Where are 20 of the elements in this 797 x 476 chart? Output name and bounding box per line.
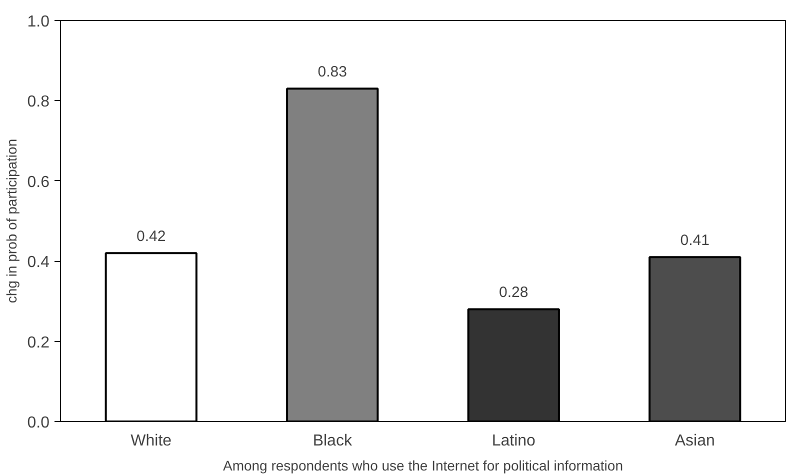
x-axis-title: Among respondents who use the Internet for political information <box>223 458 624 474</box>
x-tick-label: White <box>130 432 172 450</box>
y-tick-label: 1.0 <box>27 14 50 30</box>
y-axis-title: chg in prob of participation <box>3 138 20 304</box>
y-tick-label: 0.0 <box>27 414 50 432</box>
bar <box>104 252 198 422</box>
y-tick-label: 0.2 <box>27 334 50 352</box>
y-tick-label: 0.8 <box>27 94 50 111</box>
bar <box>648 256 742 422</box>
data-label: 0.41 <box>680 232 710 250</box>
data-label: 0.83 <box>318 64 347 81</box>
data-label: 0.28 <box>499 284 528 302</box>
x-tick-label: Latino <box>492 432 536 450</box>
y-tick-label: 0.4 <box>27 254 50 272</box>
x-tick-label: Asian <box>674 432 715 450</box>
data-label: 0.42 <box>136 228 166 246</box>
bar <box>467 308 560 422</box>
bar <box>286 88 379 422</box>
y-tick-label: 0.6 <box>27 174 50 191</box>
x-tick-label: Black <box>312 432 353 450</box>
